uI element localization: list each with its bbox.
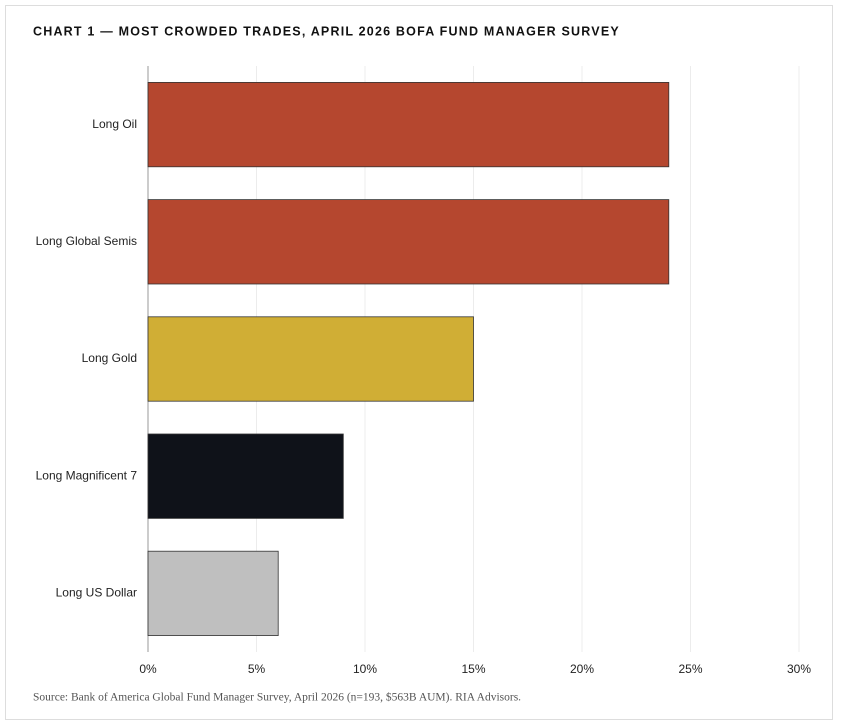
bar xyxy=(147,550,279,636)
y-tick-label: Long Gold xyxy=(82,351,137,365)
y-tick-label: Long Oil xyxy=(92,117,137,131)
x-tick-label: 5% xyxy=(248,662,266,676)
chart-title: CHART 1 — MOST CROWDED TRADES, APRIL 202… xyxy=(33,24,620,38)
x-tick-label: 10% xyxy=(353,662,377,676)
x-tick-label: 20% xyxy=(570,662,594,676)
x-tick-label: 30% xyxy=(787,662,811,676)
x-tick-label: 25% xyxy=(678,662,702,676)
x-tick-label: 0% xyxy=(139,662,157,676)
x-tick-label: 15% xyxy=(461,662,485,676)
bar xyxy=(147,82,670,168)
y-tick-label: Long Global Semis xyxy=(36,234,137,248)
source-note: Source: Bank of America Global Fund Mana… xyxy=(33,691,521,704)
bar xyxy=(147,433,344,519)
y-tick-label: Long Magnificent 7 xyxy=(36,468,138,482)
y-tick-label: Long US Dollar xyxy=(56,586,137,600)
bar xyxy=(147,316,474,402)
bar xyxy=(147,199,670,285)
